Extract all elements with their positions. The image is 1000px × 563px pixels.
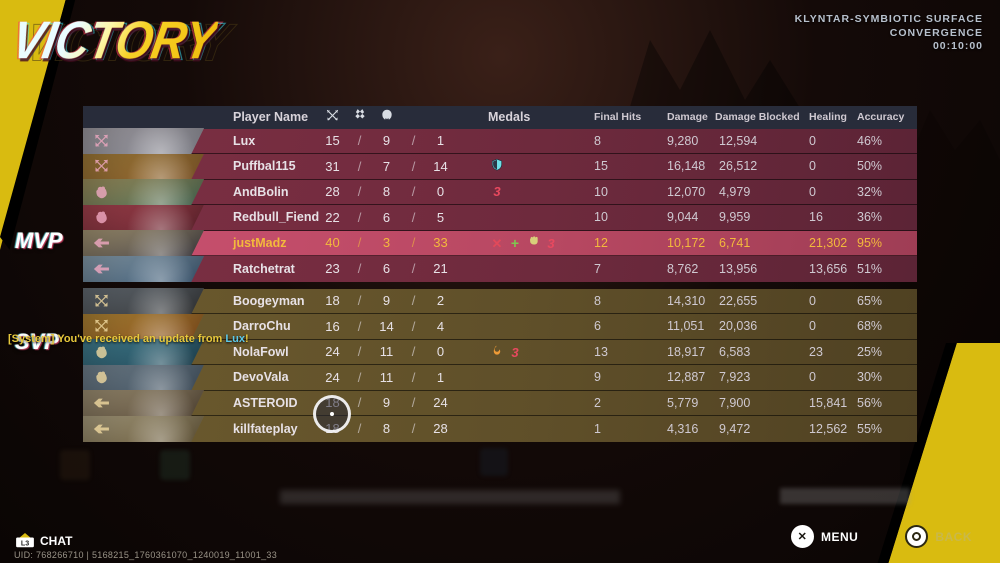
svg-text:L3: L3 [21, 539, 29, 547]
